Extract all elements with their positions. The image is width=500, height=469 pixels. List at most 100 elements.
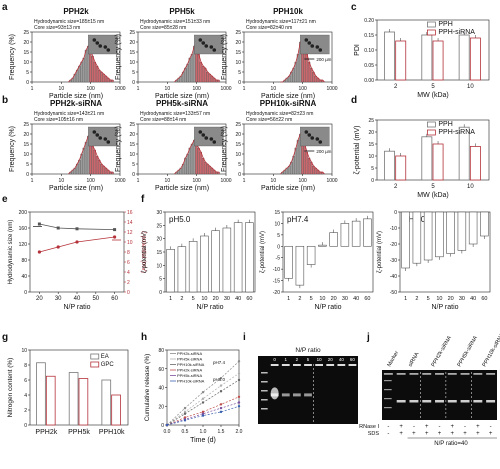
x-tick-label: 10 bbox=[271, 178, 277, 184]
histogram-bar bbox=[204, 67, 207, 83]
legend-label: PPH bbox=[438, 121, 452, 128]
y-tick-label: 0 bbox=[24, 423, 27, 429]
y-tick-label: 25 bbox=[156, 223, 162, 229]
y-tick-label: 0 bbox=[238, 172, 241, 178]
nanoparticle-dot bbox=[304, 38, 309, 42]
histogram-bar bbox=[82, 57, 85, 83]
y-tick-label: 5 bbox=[277, 233, 280, 239]
nanoparticle-dot bbox=[310, 136, 315, 140]
y-tick-label: 20 bbox=[23, 40, 29, 46]
x-tick-label: 1 bbox=[31, 178, 34, 184]
gel-image bbox=[382, 370, 497, 420]
y-tick-label: 10 bbox=[23, 152, 29, 158]
y2-tick-label: 8 bbox=[127, 250, 130, 256]
release-series-line bbox=[166, 396, 240, 426]
x-tick-label: 10 bbox=[467, 84, 474, 90]
nanoparticle-dot bbox=[209, 45, 214, 49]
bar bbox=[421, 136, 433, 181]
x-tick-label: 1000 bbox=[326, 178, 337, 184]
y-tick-label: 5 bbox=[132, 70, 135, 76]
y2-tick-label: 4 bbox=[127, 270, 130, 276]
release-series-point bbox=[219, 410, 223, 414]
y-tick-label: 0 bbox=[24, 290, 27, 296]
gel-well bbox=[337, 364, 346, 366]
y-tick-label: 15 bbox=[235, 142, 241, 148]
histogram-bar bbox=[102, 73, 105, 83]
core-size-label: Core size=56±22 nm bbox=[246, 117, 292, 123]
panel-j: Marker siRNA PPH2k-siRNA PPH5k-siRNA PPH10k-… bbox=[359, 332, 500, 447]
x-tick-label: 5 bbox=[431, 84, 435, 90]
histogram-bar bbox=[84, 141, 88, 175]
histogram-bar bbox=[190, 53, 194, 83]
y-tick-label: 10 bbox=[156, 263, 162, 269]
lane-label: 40 bbox=[339, 357, 345, 362]
bar bbox=[284, 245, 293, 279]
bar bbox=[457, 211, 467, 251]
nanoparticle-dot bbox=[307, 133, 312, 137]
legend-swatch bbox=[426, 121, 436, 128]
x-tick-label: 100 bbox=[192, 86, 201, 92]
ladder-band bbox=[384, 407, 392, 409]
gel-well bbox=[326, 364, 335, 366]
y-tick-label: 0 bbox=[159, 290, 162, 296]
panel-i: N/P ratio 0 1 2 5 10 20 40 60 bbox=[258, 347, 358, 424]
histogram-bar bbox=[93, 61, 96, 83]
y-tick-label: 5 bbox=[238, 70, 241, 76]
nanoparticle-dot bbox=[315, 45, 320, 49]
release-series-point bbox=[183, 410, 187, 414]
bar bbox=[435, 211, 444, 258]
bar bbox=[469, 145, 481, 181]
y-tick-label: -40 bbox=[390, 274, 397, 280]
nanoparticle-dot bbox=[310, 44, 315, 48]
tem-inset-image bbox=[88, 126, 118, 147]
y-tick-label: 0 bbox=[277, 244, 280, 250]
ladder-band bbox=[261, 399, 268, 401]
bar bbox=[401, 211, 410, 269]
y-tick-label: 0 bbox=[132, 172, 135, 178]
nanoparticle-dot bbox=[204, 136, 209, 140]
x-tick-label: 20 bbox=[36, 296, 43, 302]
legend-label: GPC bbox=[101, 362, 115, 368]
y-tick-label: 6 bbox=[24, 378, 27, 384]
y-axis-label: ζ-potential (mV) bbox=[142, 231, 148, 273]
release-series-point bbox=[237, 401, 241, 404]
nanoparticle-dot bbox=[201, 41, 206, 45]
y-tick-label: -15 bbox=[273, 279, 280, 285]
bar bbox=[200, 235, 209, 293]
gel-well bbox=[447, 373, 457, 375]
y-axis-label: Nitrogen content (%) bbox=[7, 358, 14, 418]
x-tick-label: 1000 bbox=[114, 86, 125, 92]
gel-well bbox=[396, 373, 406, 375]
histogram-bar bbox=[102, 165, 105, 175]
release-series-point bbox=[201, 397, 205, 400]
bar bbox=[395, 40, 407, 81]
y-tick-label: 20 bbox=[235, 132, 241, 138]
y-tick-label: 0 bbox=[394, 210, 397, 216]
x-tick-label: 1.5 bbox=[218, 429, 225, 435]
y-tick-label: 25 bbox=[129, 122, 135, 128]
release-series-point bbox=[183, 406, 187, 410]
plot-frame bbox=[399, 211, 491, 293]
y-tick-label: 20 bbox=[23, 132, 29, 138]
size-series-point bbox=[56, 226, 60, 230]
gel-well bbox=[486, 373, 496, 375]
x-tick-label: 5 bbox=[431, 184, 435, 190]
panel-letter-h: h bbox=[141, 332, 147, 343]
release-series-point bbox=[183, 412, 187, 415]
release-series-point bbox=[201, 390, 205, 394]
subplot-title: PPH5k bbox=[169, 7, 195, 16]
bar bbox=[306, 245, 316, 265]
legend-label: PPH2k-siRNA bbox=[177, 351, 202, 356]
panel-letter-g: g bbox=[2, 332, 8, 343]
panel-letter-c: c bbox=[351, 2, 357, 13]
x-tick-label: 100 bbox=[298, 178, 307, 184]
row-label-rnase: RNase I bbox=[359, 424, 379, 430]
tem-inset-image bbox=[300, 34, 330, 55]
release-series-point bbox=[219, 406, 223, 410]
bar bbox=[421, 34, 433, 81]
bar bbox=[395, 155, 407, 181]
x-tick-label: 1000 bbox=[220, 178, 231, 184]
